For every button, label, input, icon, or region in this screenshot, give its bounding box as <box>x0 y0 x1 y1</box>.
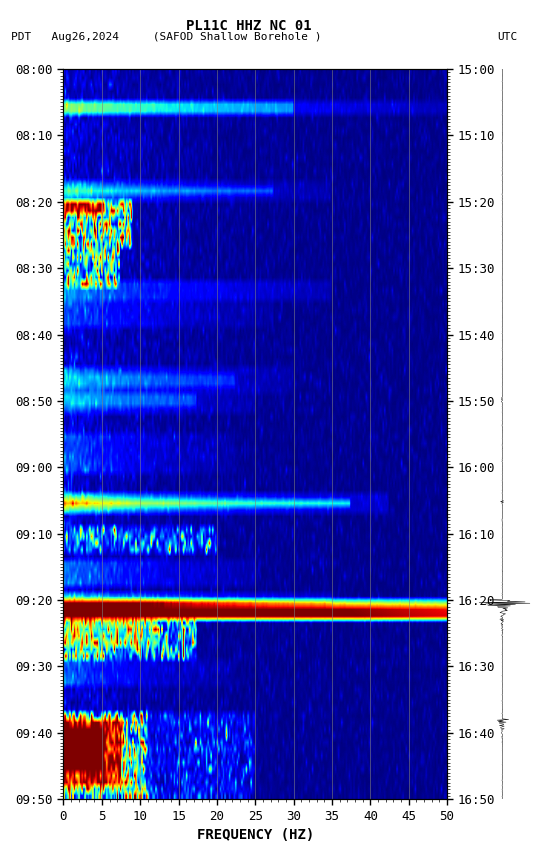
Text: PL11C HHZ NC 01: PL11C HHZ NC 01 <box>185 19 311 33</box>
Text: UTC: UTC <box>497 32 517 42</box>
Text: PDT   Aug26,2024     (SAFOD Shallow Borehole ): PDT Aug26,2024 (SAFOD Shallow Borehole ) <box>11 32 321 42</box>
X-axis label: FREQUENCY (HZ): FREQUENCY (HZ) <box>197 829 314 842</box>
